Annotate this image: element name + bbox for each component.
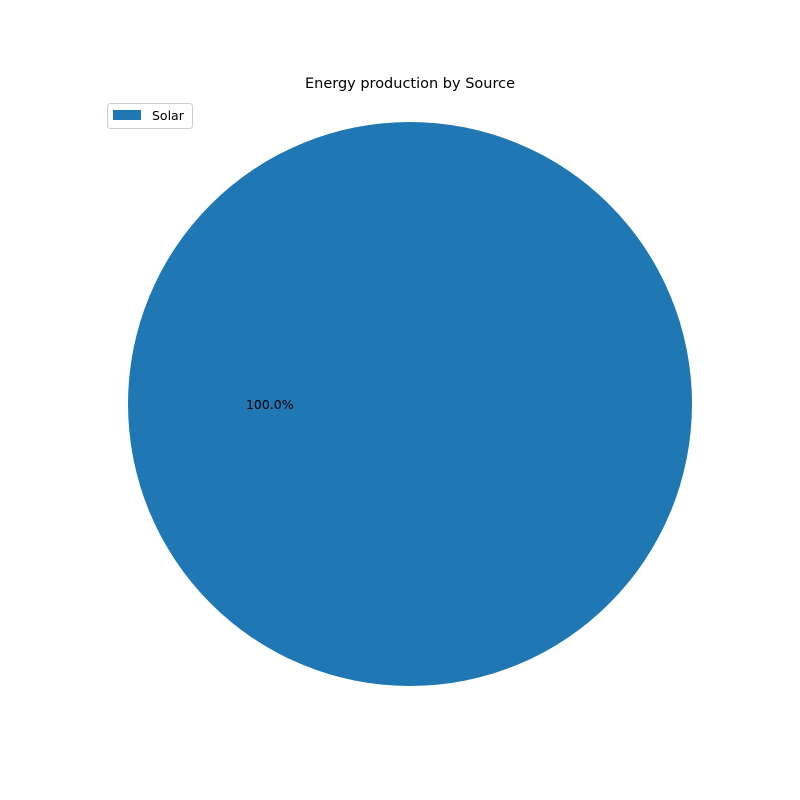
legend: Solar: [107, 103, 193, 129]
legend-entries: Solar: [113, 108, 185, 123]
slice-percent-label: 100.0%: [246, 397, 294, 412]
legend-swatch: [113, 110, 141, 120]
slice-labels: 100.0%: [246, 397, 294, 412]
legend-frame: [107, 103, 193, 129]
chart-title: Energy production by Source: [305, 76, 515, 92]
legend-label: Solar: [152, 108, 185, 123]
pie-slice-solar: [128, 122, 692, 686]
pie-slices: [128, 122, 692, 686]
